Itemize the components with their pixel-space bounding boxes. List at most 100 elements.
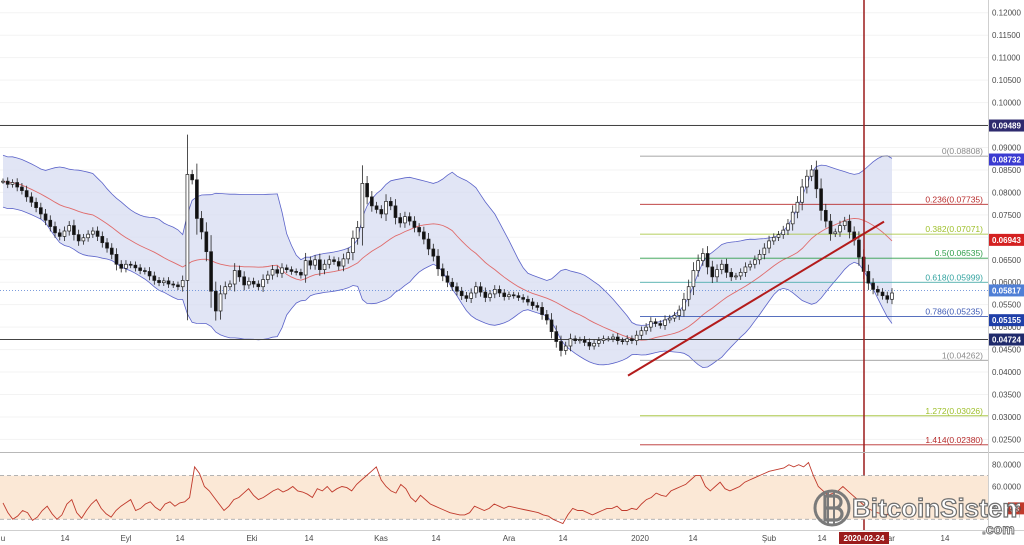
candle-body [753, 260, 756, 264]
candle-body [583, 340, 586, 343]
candle-body [621, 341, 624, 342]
candle-body [526, 299, 529, 302]
candle-body [465, 296, 468, 299]
candle-body [612, 337, 615, 339]
candle-body [734, 276, 737, 277]
candle-body [555, 332, 558, 342]
price-tick-label: 0.11000 [992, 54, 1021, 63]
candle-body [299, 272, 302, 275]
candle-body [148, 271, 151, 275]
candle-body [172, 284, 175, 285]
candle-body [763, 248, 766, 254]
candle-body [474, 287, 477, 293]
candle-body [777, 235, 780, 238]
candle-body [498, 289, 501, 293]
candle-body [839, 226, 842, 232]
candle-body [158, 280, 161, 282]
time-tick-label: Eyl [120, 534, 131, 543]
candle-body [238, 271, 241, 277]
candle-body [517, 296, 520, 298]
candle-body [640, 331, 643, 335]
candle-body [796, 202, 799, 212]
price-marker-label: 0.04724 [992, 336, 1021, 345]
candle-body [87, 234, 90, 238]
price-tick-label: 0.11500 [992, 31, 1021, 40]
candle-body [399, 218, 402, 223]
candle-body [489, 294, 492, 298]
time-tick-label: 14 [818, 534, 827, 543]
candle-body [470, 293, 473, 298]
candle-body [25, 191, 28, 197]
candle-body [451, 282, 454, 286]
candle-body [91, 231, 94, 234]
candle-body [522, 297, 525, 299]
candle-body [739, 272, 742, 276]
candle-body [843, 221, 846, 225]
candle-body [281, 268, 284, 273]
candle-body [342, 259, 345, 266]
candle-body [725, 264, 728, 272]
candle-body [541, 307, 544, 314]
candle-body [716, 270, 719, 277]
candle-body [181, 280, 184, 286]
candle-body [791, 212, 794, 224]
candle-body [347, 253, 350, 259]
candle-body [200, 218, 203, 231]
candle-body [186, 174, 189, 280]
candle-body [262, 280, 265, 287]
candle-body [531, 302, 534, 306]
candle-body [692, 271, 695, 287]
price-marker-label: 0.05817 [992, 286, 1021, 295]
candle-body [394, 206, 397, 218]
candle-body [389, 201, 392, 205]
time-tick-label: 14 [559, 534, 568, 543]
candle-body [829, 221, 832, 234]
candle-body [508, 295, 511, 297]
candle-body [872, 283, 875, 289]
candle-body [11, 183, 14, 185]
candle-body [744, 267, 747, 272]
time-axis-ticks: u14Eyl14Eki14Kas14Ara14202014Şub14Mar14 [1, 534, 950, 543]
candle-body [285, 268, 288, 270]
candle-body [820, 189, 823, 211]
oscillator-tick-label: 40.0000 [992, 504, 1021, 513]
candle-body [824, 210, 827, 221]
price-tick-label: 0.04000 [992, 368, 1021, 377]
candle-body [805, 176, 808, 187]
price-marker: 0.06943 [989, 234, 1024, 246]
time-tick-label: u [1, 534, 5, 543]
candle-body [403, 217, 406, 223]
candle-body [49, 220, 52, 226]
oscillator-plot: 58 [0, 463, 1024, 524]
candle-body [413, 221, 416, 227]
candle-body [68, 226, 71, 231]
candle-body [626, 339, 629, 342]
candle-body [304, 261, 307, 275]
candle-body [276, 270, 279, 274]
candle-body [720, 264, 723, 269]
candle-body [503, 293, 506, 297]
candle-body [110, 248, 113, 254]
candle-body [101, 236, 104, 242]
candle-body [366, 183, 369, 196]
candle-body [536, 306, 539, 308]
candle-body [54, 227, 57, 233]
candle-body [143, 271, 146, 272]
price-tick-label: 0.03000 [992, 413, 1021, 422]
candle-body [214, 291, 217, 311]
candle-body [380, 209, 383, 213]
candle-body [446, 276, 449, 282]
time-tick-label: 14 [689, 534, 698, 543]
candle-body [35, 202, 38, 207]
price-tick-label: 0.10500 [992, 76, 1021, 85]
fibonacci-level-label: 1.414(0.02380) [925, 435, 983, 445]
candle-body [427, 239, 430, 249]
candle-body [176, 285, 179, 287]
candle-body [673, 315, 676, 318]
candle-body [578, 340, 581, 341]
candle-body [120, 264, 123, 268]
candle-body [787, 224, 790, 230]
fibonacci-level-label: 0.5(0.06535) [935, 248, 983, 258]
candle-body [328, 260, 331, 264]
